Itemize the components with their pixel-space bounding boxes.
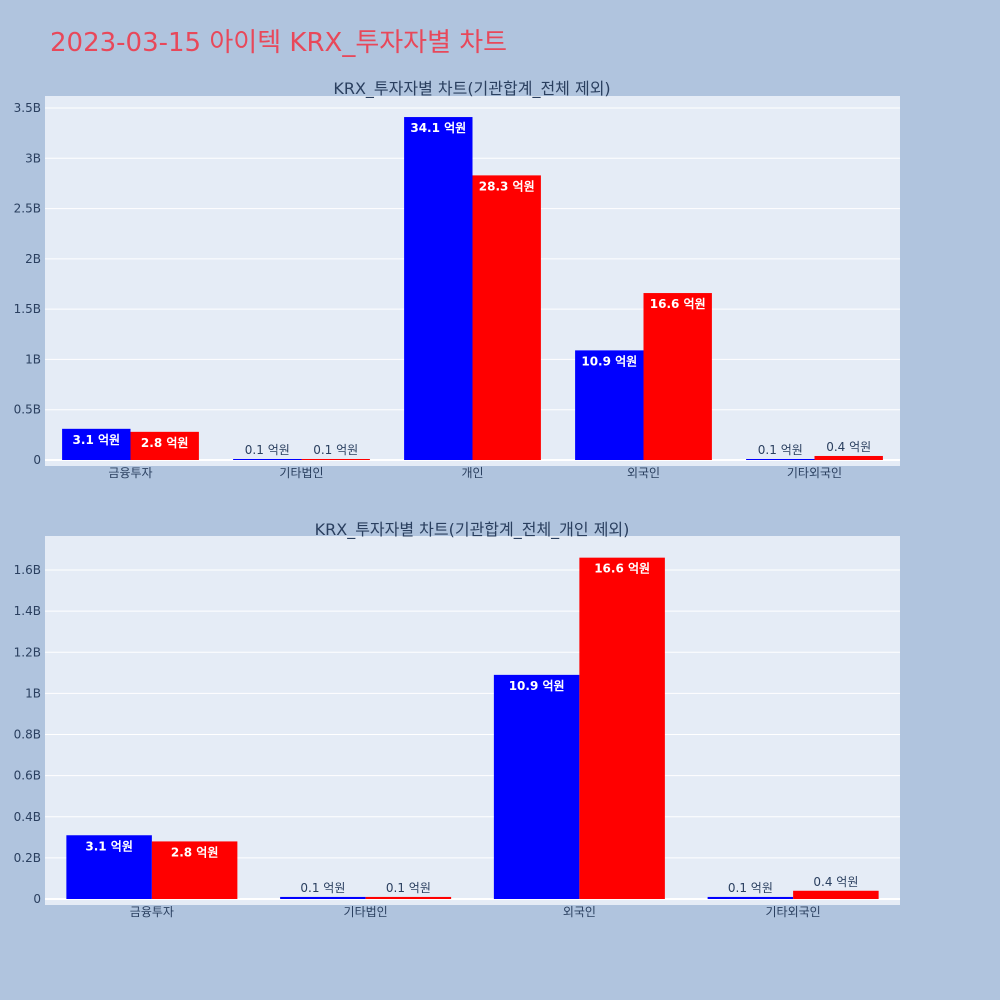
data-label: 3.1 억원 [85, 839, 133, 853]
data-label: 0.4 억원 [826, 440, 871, 454]
data-label: 34.1 억원 [410, 121, 466, 135]
y-tick-label: 1.5B [14, 302, 41, 316]
data-label: 0.1 억원 [245, 443, 290, 457]
bar [151, 841, 238, 899]
y-tick-label: 1.2B [14, 645, 41, 659]
bar [493, 674, 580, 899]
bar [575, 350, 644, 460]
x-tick-label: 기타법인 [279, 466, 323, 480]
x-tick-label: 외국인 [563, 905, 596, 919]
data-label: 0.1 억원 [300, 881, 345, 895]
y-tick-label: 1.4B [14, 604, 41, 618]
x-tick-label: 기타외국인 [787, 466, 842, 480]
y-tick-label: 1.6B [14, 563, 41, 577]
data-label: 0.1 억원 [386, 881, 431, 895]
y-tick-label: 3B [25, 151, 41, 165]
bar [301, 458, 370, 460]
bar [62, 428, 131, 460]
data-label: 16.6 억원 [650, 297, 706, 311]
data-label: 0.1 억원 [728, 881, 773, 895]
chart-title-2: KRX_투자자별 차트(기관합계_전체_개인 제외) [315, 520, 630, 540]
x-tick-label: 기타법인 [344, 905, 388, 919]
x-tick-label: 개인 [461, 466, 483, 480]
x-tick-label: 금융투자 [130, 905, 174, 919]
bar [66, 835, 152, 899]
chart-title-1: KRX_투자자별 차트(기관합계_전체 제외) [333, 79, 610, 99]
data-label: 10.9 억원 [581, 354, 637, 368]
bar [472, 175, 541, 460]
y-tick-label: 0 [33, 453, 41, 467]
bar [579, 557, 665, 899]
data-label: 3.1 억원 [73, 433, 121, 447]
y-tick-label: 0.4B [14, 810, 41, 824]
y-tick-label: 0.6B [14, 769, 41, 783]
y-tick-label: 0 [33, 892, 41, 906]
data-label: 0.4 억원 [813, 875, 858, 889]
data-label: 2.8 억원 [141, 436, 189, 450]
y-tick-label: 2B [25, 252, 41, 266]
y-tick-label: 0.2B [14, 851, 41, 865]
bar [643, 293, 712, 460]
data-label: 2.8 억원 [171, 845, 219, 859]
bar [746, 458, 815, 460]
y-tick-label: 1B [25, 686, 41, 700]
bar [365, 896, 452, 899]
y-tick-label: 0.5B [14, 403, 41, 417]
y-tick-label: 2.5B [14, 202, 41, 216]
x-tick-label: 기타외국인 [766, 905, 821, 919]
x-tick-label: 외국인 [627, 466, 660, 480]
page-title: 2023-03-15 아이텍 KRX_투자자별 차트 [50, 28, 508, 58]
y-tick-label: 3.5B [14, 101, 41, 115]
bar [814, 455, 883, 460]
bar [707, 896, 794, 899]
bar [130, 431, 199, 460]
data-label: 10.9 억원 [509, 679, 565, 693]
data-label: 0.1 억원 [313, 443, 358, 457]
data-label: 28.3 억원 [479, 179, 535, 193]
x-tick-label: 금융투자 [108, 466, 152, 480]
data-label: 16.6 억원 [594, 562, 650, 576]
bar [280, 896, 366, 899]
bar [793, 890, 879, 899]
bar [404, 117, 473, 461]
y-tick-label: 1B [25, 352, 41, 366]
bar [233, 458, 302, 460]
y-tick-label: 0.8B [14, 728, 41, 742]
data-label: 0.1 억원 [758, 443, 803, 457]
